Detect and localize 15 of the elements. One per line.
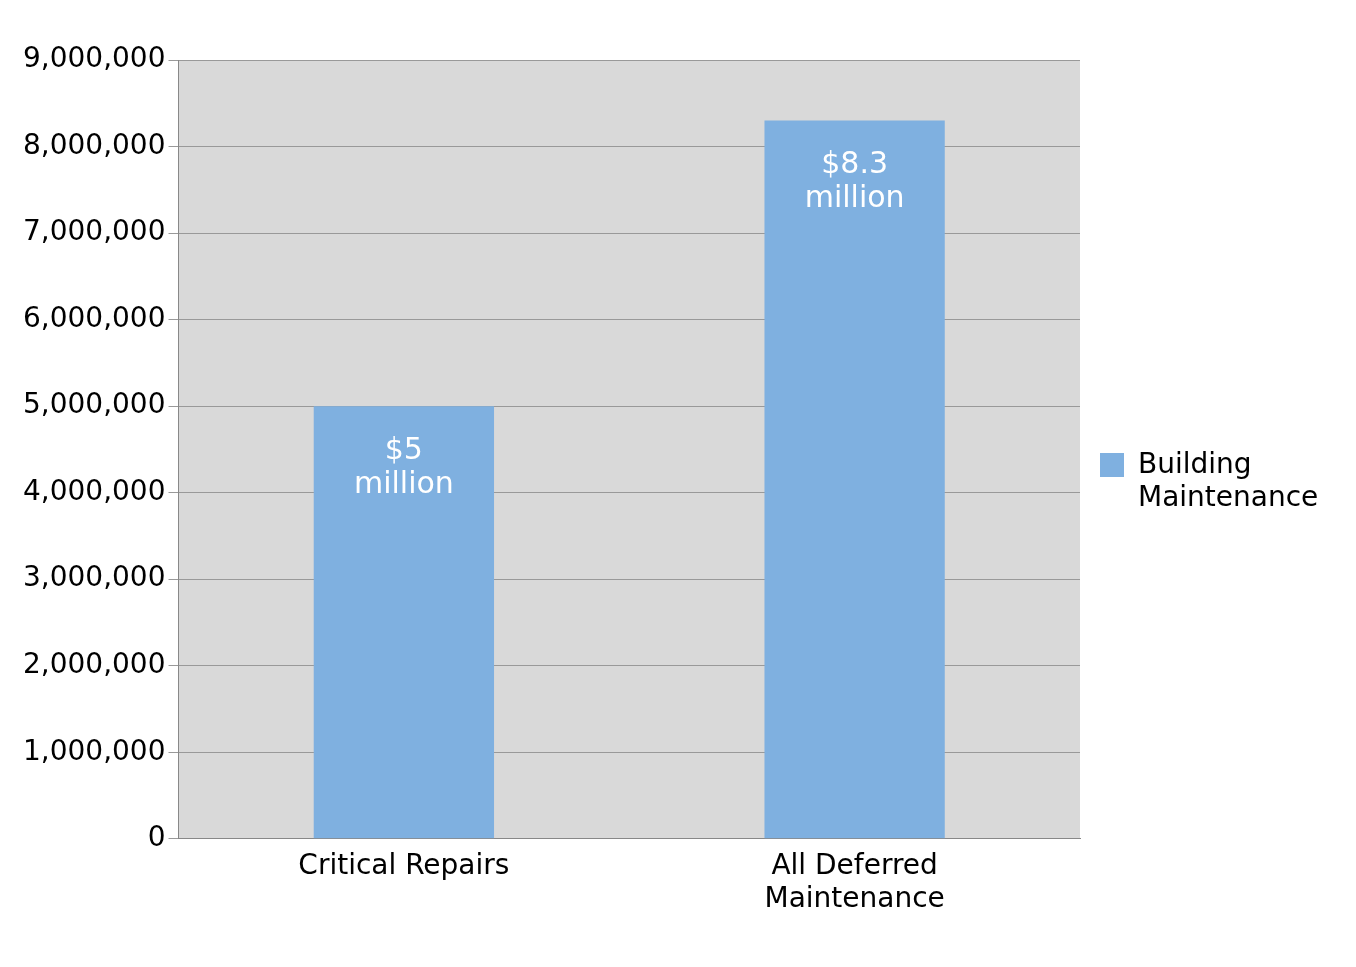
y-tick-label: 6,000,000 [22,300,166,334]
y-tick-label: 9,000,000 [22,41,166,75]
y-tick-label: 0 [147,820,166,854]
x-tick-label: All Deferred Maintenance [764,847,945,915]
y-tick-label: 8,000,000 [22,127,166,161]
data-label: $8.3 million [804,145,905,215]
data-label: $5 million [353,430,454,500]
y-tick-label: 2,000,000 [22,647,166,681]
legend-label: Building Maintenance [1138,447,1320,513]
y-tick-label: 3,000,000 [22,560,166,594]
y-tick-label: 4,000,000 [22,473,166,507]
y-tick-label: 5,000,000 [22,387,166,421]
y-tick-label: 7,000,000 [22,214,166,248]
y-tick-label: 1,000,000 [22,733,166,767]
x-tick-label: Critical Repairs [298,847,510,881]
